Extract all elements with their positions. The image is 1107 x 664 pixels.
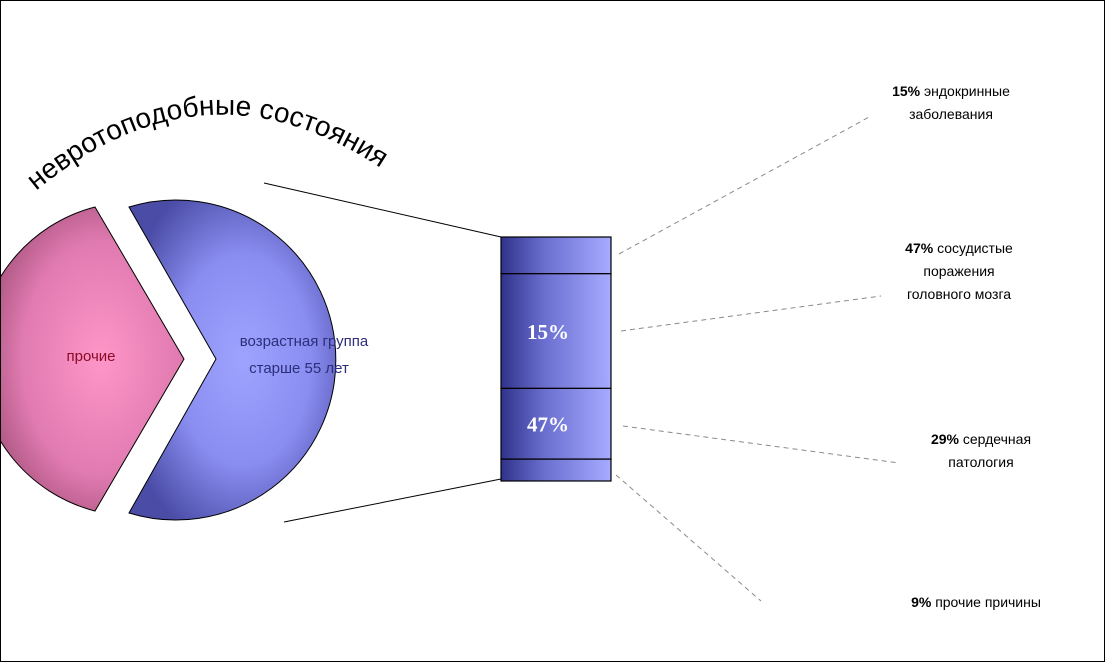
pie-label-age-line2: старше 55 лет <box>249 360 349 377</box>
pie-slice-other <box>1 206 185 512</box>
chart-title: невротоподобные состояния <box>20 90 394 196</box>
pie-label-age-line1: возрастная группа <box>240 333 369 350</box>
connector-top <box>263 182 502 238</box>
bar-segment-2 <box>500 273 612 389</box>
bar-segment-label-2: 15% <box>527 320 569 344</box>
leader-line-1 <box>622 425 900 464</box>
connector-bottom <box>283 478 502 523</box>
bar-segment-label-1: 47% <box>527 413 569 437</box>
bar-segment-3 <box>500 236 612 275</box>
leader-line-3 <box>618 115 872 255</box>
bar-category-label-0: 9% прочие причины <box>911 594 1041 610</box>
leader-line-2 <box>620 295 882 332</box>
pie-label-other: прочие <box>66 348 115 365</box>
bar-segment-0 <box>500 458 612 482</box>
pie-slice-age-55-plus <box>128 199 337 521</box>
leader-line-0 <box>615 474 762 602</box>
bar-category-label-3: 15% эндокринные заболевания <box>892 83 1010 122</box>
stacked-bar: 47% 15% <box>500 236 612 482</box>
bar-category-label-2: 47% сосудистые поражения головного мозга <box>905 240 1013 302</box>
bar-segment-1 <box>500 387 612 460</box>
bar-labels: 9% прочие причины 29% сердечная патология 4… <box>615 83 1041 610</box>
bar-category-label-1: 29% сердечная патология <box>931 431 1031 470</box>
